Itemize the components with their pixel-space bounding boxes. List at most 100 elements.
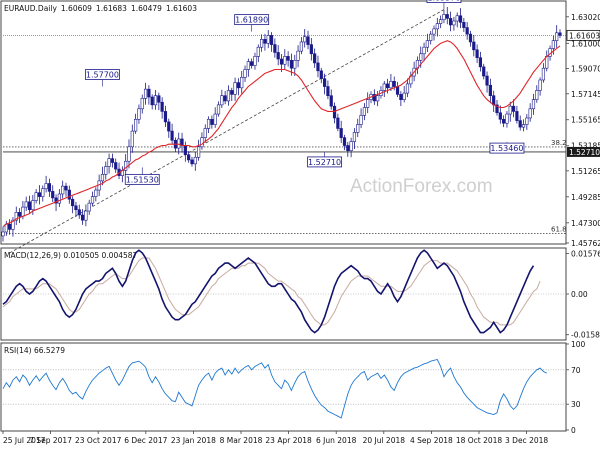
candle-body [187,154,191,161]
price-tick-label: 1.55165 [571,116,600,125]
candle-body [137,108,141,120]
annotation-label: 1.61890 [235,16,268,25]
candle-body [405,83,410,94]
candle-body [64,185,68,191]
rsi-tick-label: 0 [571,426,576,435]
candle-body [442,14,446,20]
candle-body [313,53,317,64]
candle-body [177,138,181,149]
candle-body [256,46,260,57]
rsi-plot [2,358,566,419]
candle-body [47,183,52,192]
price-tick-label: 1.53185 [571,142,600,151]
candle-body [200,137,204,148]
candle-body [240,77,244,89]
x-tick-label: 23 Jan 2018 [171,436,216,445]
candle-body [44,183,48,190]
x-tick-label: 25 Jul 2017 [3,436,46,445]
candle-body [253,56,257,66]
candle-body [127,146,131,162]
last-price-label: 1.61603 [569,31,600,40]
x-tick-label: 6 Jun 2018 [316,436,357,445]
candle-body [8,223,12,230]
candle-body [24,201,28,208]
candle-body [51,191,55,199]
candle-body [419,53,423,61]
candle-body [296,50,300,61]
x-tick-label: 8 Mar 2018 [220,436,263,445]
candle-body [508,105,512,115]
last-price-box [566,29,600,41]
price-tick-label: 1.59070 [571,65,600,74]
candle-body [193,156,197,165]
candle-body [236,82,240,89]
macd-header: MACD(12,26,9) 0.010505 0.004587 [4,251,138,260]
macd-tick-label: 0.00 [571,290,588,299]
candle-body [319,70,323,79]
candle-body [472,41,476,51]
candle-body [153,95,158,106]
candle-body [511,105,516,112]
candle-body [521,124,526,128]
candle-body [495,104,499,114]
annotation-box [489,142,525,154]
candle-body [399,94,403,100]
price-tick-label: 1.49285 [571,193,600,202]
macd-signal-line [2,257,541,326]
candle-body [61,185,65,195]
x-tick-label: 3 Dec 2018 [505,436,548,445]
price-tick-label: 1.63020 [571,13,600,22]
candle-body [183,145,187,155]
candle-body [41,188,45,197]
axes: 1.63020 1.61000 1.59070 1.57145 1.55165 1.531… [2,13,600,445]
candle-body [230,90,234,95]
candle-body [104,166,108,175]
candle-body [223,95,227,102]
candle-body [269,35,274,45]
candle-body [87,202,91,212]
candle-body [21,206,25,217]
candle-body [478,57,483,68]
candle-body [376,95,380,102]
rsi-tick-label: 100 [571,340,586,349]
candle-body [392,80,396,87]
macd-tick-label: 0.015762 [571,249,600,258]
level-value-label: 1.52710 [569,148,600,157]
candle-body [385,83,390,89]
annotation-label: 1.51530 [126,175,159,184]
candle-body [485,75,489,86]
price-tick-label: 1.47300 [571,219,600,228]
candle-body [289,60,294,69]
candle-body [502,118,506,124]
candle-body [482,66,486,77]
ohlc-open: 1.60609 [61,4,92,13]
candle-body [14,212,18,221]
candle-body [77,209,81,216]
candle-body [518,120,522,128]
candle-body [213,113,217,125]
annotation-box [307,156,343,168]
candle-body [190,159,194,165]
price-tick-label: 1.57145 [571,90,600,99]
rsi-line [2,358,547,419]
candle-body [140,98,144,110]
candle-body [349,141,353,152]
candle-body [402,92,406,100]
annotation-label: 1.53460 [490,144,523,153]
candle-body [488,84,492,97]
candle-body [326,86,330,97]
candle-body [67,189,71,200]
price-tick-label: 1.45762 [571,239,600,248]
candle-body [432,28,436,35]
candle-body [74,205,78,211]
candle-body [541,67,546,81]
candle-body [263,39,267,44]
candle-body [216,104,221,115]
ohlc-high: 1.61683 [96,4,127,13]
candle-body [323,78,327,87]
candle-body [54,197,58,204]
candle-body [197,146,201,158]
candle-body [366,99,370,108]
candle-body [27,201,32,211]
